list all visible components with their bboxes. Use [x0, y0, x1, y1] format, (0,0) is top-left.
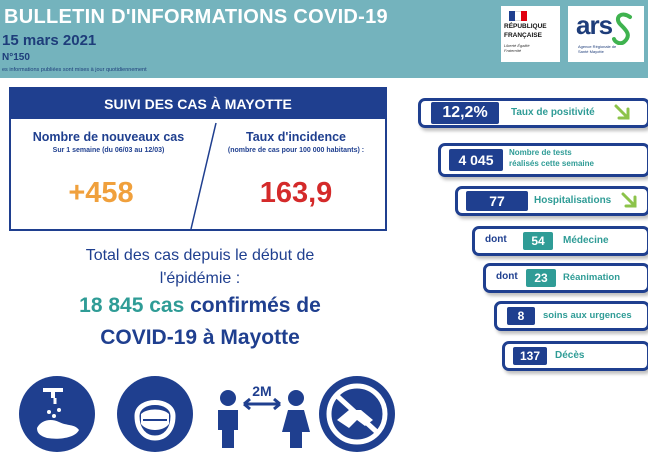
hand-washing-icon [19, 376, 95, 452]
urgences-indicator: 8 soins aux urgences [494, 301, 648, 331]
total-cases-rest: confirmés de [190, 294, 321, 317]
bulletin-date: 15 mars 2021 [2, 32, 97, 49]
hospitalisations-indicator: 77 Hospitalisations [455, 186, 648, 216]
taux-incidence-title: Taux d'incidence [246, 130, 346, 144]
total-cases-count: 18 845 cas [79, 294, 185, 317]
medecine-indicator: dont 54 Médecine [472, 226, 648, 256]
positivite-label: Taux de positivité [511, 107, 595, 118]
taux-incidence-unit: (nombre de cas pour 100 000 habitants) : [227, 147, 365, 154]
republique-line1: RÉPUBLIQUE [504, 23, 547, 30]
mask-icon [117, 376, 193, 452]
hospitalisations-value: 77 [466, 191, 528, 211]
urgences-value: 8 [507, 307, 535, 325]
suivi-cas-title: SUIVI DES CAS À MAYOTTE [11, 89, 385, 119]
urgences-label: soins aux urgences [543, 310, 632, 321]
header-banner: BULLETIN D'INFORMATIONS COVID-19 15 mars… [0, 0, 648, 78]
deces-indicator: 137 Décès [502, 341, 648, 371]
total-text-line1: Total des cas depuis le début de [85, 247, 315, 264]
no-handshake-icon [319, 376, 395, 452]
tests-label-line2: réalisés cette semaine [509, 159, 594, 168]
nouveaux-cas-period: Sur 1 semaine (du 06/03 au 12/03) [52, 147, 165, 154]
republique-francaise-logo: RÉPUBLIQUE FRANÇAISE Liberté Égalité Fra… [501, 6, 560, 62]
deces-value: 137 [513, 347, 547, 365]
suivi-cas-panel: SUIVI DES CAS À MAYOTTE Nombre de nouvea… [9, 87, 387, 231]
bulletin-note: es informations publiées sont mises à jo… [2, 67, 147, 73]
reanimation-label: Réanimation [563, 272, 621, 283]
distance-label: 2M [252, 383, 271, 399]
panel-divider [190, 122, 217, 229]
ars-swoosh-icon [612, 12, 632, 45]
hospitalisations-label: Hospitalisations [534, 195, 612, 206]
medecine-dont: dont [485, 234, 507, 245]
tests-value: 4 045 [449, 149, 503, 171]
ars-subtitle: Agence Régionale de Santé Mayotte [578, 44, 617, 54]
reanimation-indicator: dont 23 Réanimation [483, 263, 648, 293]
total-text-line2: l'épidémie : [159, 270, 241, 287]
tests-label-line1: Nombre de tests [509, 148, 572, 157]
reanimation-value: 23 [526, 269, 556, 287]
reanimation-dont: dont [496, 271, 518, 282]
medecine-label: Médecine [563, 235, 609, 246]
distance-icon: 2M [212, 376, 312, 452]
french-flag-icon [509, 11, 527, 21]
bulletin-title: BULLETIN D'INFORMATIONS COVID-19 [4, 6, 388, 28]
total-text-line4: COVID-19 à Mayotte [100, 326, 300, 349]
nouveaux-cas-value: +458 [68, 177, 134, 209]
bulletin-number: N°150 [2, 52, 30, 63]
taux-incidence-value: 163,9 [259, 177, 333, 209]
republique-line2: FRANÇAISE [504, 32, 542, 39]
trend-down-arrow-icon [614, 104, 630, 120]
trend-down-arrow-icon [621, 192, 637, 208]
positivite-value: 12,2% [431, 102, 499, 124]
ars-logo-text: ars [576, 10, 613, 40]
deces-label: Décès [555, 350, 585, 361]
total-cases-line: 18 845 cas confirmés de [10, 294, 390, 318]
ars-logo: ars Agence Régionale de Santé Mayotte [568, 6, 644, 62]
positivite-indicator: 12,2% Taux de positivité [418, 98, 648, 128]
medecine-value: 54 [523, 232, 553, 250]
republique-motto: Liberté Égalité Fraternité [504, 43, 530, 53]
nouveaux-cas-title: Nombre de nouveaux cas [32, 130, 185, 144]
tests-indicator: 4 045 Nombre de tests réalisés cette sem… [438, 143, 648, 177]
